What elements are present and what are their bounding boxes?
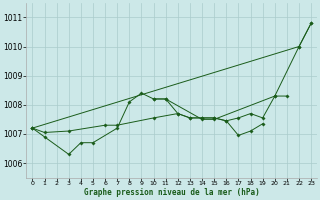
X-axis label: Graphe pression niveau de la mer (hPa): Graphe pression niveau de la mer (hPa) bbox=[84, 188, 260, 197]
